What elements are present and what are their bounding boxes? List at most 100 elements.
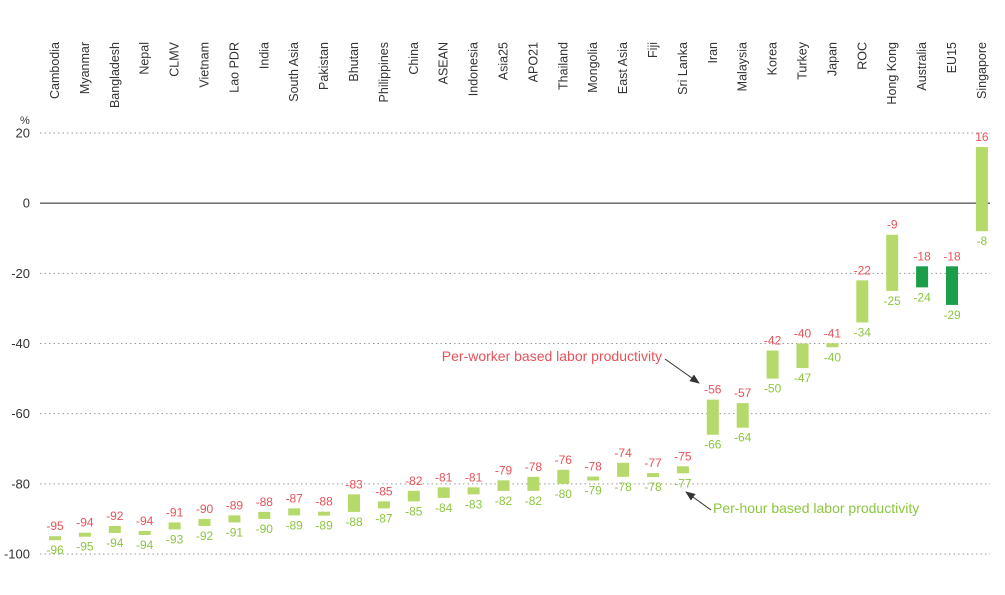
label-per-worker: -75: [674, 449, 692, 463]
label-per-worker: -88: [315, 495, 333, 509]
annotation-per-hour: Per-hour based labor productivity: [713, 500, 919, 516]
label-per-worker: -77: [644, 456, 662, 470]
bar: [617, 462, 630, 477]
label-per-hour: -94: [136, 538, 154, 552]
label-per-hour: -47: [794, 371, 812, 385]
label-per-hour: -96: [46, 543, 64, 557]
bar: [407, 490, 420, 502]
bar: [78, 532, 91, 537]
label-per-worker: -56: [704, 383, 722, 397]
category-label: Nepal: [138, 42, 152, 75]
bar: [318, 511, 331, 516]
category-label: Turkey: [796, 41, 810, 79]
label-per-worker: -85: [375, 484, 393, 498]
label-per-worker: -87: [286, 491, 304, 505]
category-label: Indonesia: [467, 42, 481, 96]
label-per-worker: -95: [46, 519, 64, 533]
category-label: Malaysia: [736, 42, 750, 91]
label-per-worker: -18: [943, 249, 961, 263]
category-label: Sri Lanka: [676, 42, 690, 95]
label-per-hour: -82: [495, 494, 513, 508]
label-per-hour: -90: [256, 522, 274, 536]
label-per-worker: -82: [405, 474, 423, 488]
label-per-worker: -42: [764, 334, 782, 348]
bar: [467, 487, 480, 495]
label-per-worker: -91: [166, 505, 184, 519]
label-per-worker: -94: [136, 514, 154, 528]
bar: [975, 147, 988, 232]
label-per-worker: -90: [196, 502, 214, 516]
y-tick-label: -20: [11, 266, 30, 281]
category-label: Thailand: [556, 42, 570, 90]
label-per-hour: -94: [106, 536, 124, 550]
bars: [49, 147, 988, 541]
label-per-worker: -79: [495, 463, 513, 477]
bar: [647, 473, 659, 478]
label-per-worker: -40: [794, 327, 812, 341]
category-label: Korea: [766, 42, 780, 75]
label-per-hour: -87: [375, 511, 393, 525]
category-label: Philippines: [377, 42, 391, 102]
label-per-hour: -92: [196, 529, 214, 543]
category-label: East Asia: [616, 42, 630, 94]
label-per-worker: -76: [555, 453, 573, 467]
bar: [497, 480, 510, 491]
label-per-hour: -50: [764, 382, 782, 396]
y-tick-label: -60: [11, 406, 30, 421]
y-tick-label: 0: [23, 196, 30, 211]
bar: [946, 266, 958, 305]
bar: [108, 525, 121, 533]
category-label: Pakistan: [317, 42, 331, 90]
category-label: Cambodia: [48, 42, 62, 99]
bar: [587, 476, 600, 481]
bar: [437, 487, 450, 498]
label-per-hour: -25: [884, 294, 902, 308]
label-per-hour: -79: [585, 484, 603, 498]
bar: [706, 399, 719, 435]
annotation-per-hour-arrow: [685, 491, 712, 511]
category-label: Vietnam: [198, 42, 212, 88]
label-per-hour: -82: [525, 494, 543, 508]
x-category-labels: Cambodia Myanmar Bangladesh Nepal CLMV Vietna…: [48, 41, 989, 108]
bar: [527, 476, 540, 491]
label-per-hour: -83: [465, 497, 483, 511]
label-per-worker: -88: [256, 495, 274, 509]
data-labels: -95-96-94-95-92-94-94-94-91-93-90-92-89-…: [46, 130, 989, 557]
category-label: Iran: [706, 42, 720, 64]
label-per-hour: -88: [345, 515, 363, 529]
y-axis: % 20 0 -20 -40 -60 -80 -100: [4, 115, 30, 562]
label-per-hour: -91: [226, 525, 244, 539]
label-per-worker: -41: [824, 326, 842, 340]
bar: [168, 522, 181, 530]
category-label: Japan: [825, 42, 839, 76]
label-per-worker: -92: [106, 509, 124, 523]
label-per-worker: -94: [76, 516, 94, 530]
bar: [557, 469, 570, 484]
bar: [377, 501, 390, 509]
label-per-worker: -78: [525, 460, 543, 474]
category-label: CLMV: [168, 41, 182, 76]
label-per-worker: -57: [734, 386, 752, 400]
label-per-worker: -9: [887, 218, 898, 232]
category-label: ROC: [855, 42, 869, 70]
category-label: Singapore: [975, 42, 989, 99]
label-per-worker: -81: [465, 470, 483, 484]
bar: [198, 518, 211, 526]
annotation-per-worker: Per-worker based labor productivity: [442, 348, 662, 364]
label-per-hour: -89: [286, 518, 304, 532]
label-per-hour: -24: [913, 290, 931, 304]
bar: [348, 494, 360, 512]
label-per-hour: -29: [943, 308, 961, 322]
y-tick-label: -80: [11, 476, 30, 491]
bar: [49, 536, 61, 541]
label-per-hour: -80: [555, 487, 573, 501]
bar: [766, 350, 779, 379]
label-per-hour: -40: [824, 350, 842, 364]
label-per-worker: -78: [585, 460, 603, 474]
category-label: Bhutan: [347, 42, 361, 82]
label-per-worker: -81: [435, 470, 453, 484]
label-per-hour: -77: [674, 476, 692, 490]
annotation-per-worker-arrow: [664, 358, 700, 384]
bar: [258, 511, 271, 519]
